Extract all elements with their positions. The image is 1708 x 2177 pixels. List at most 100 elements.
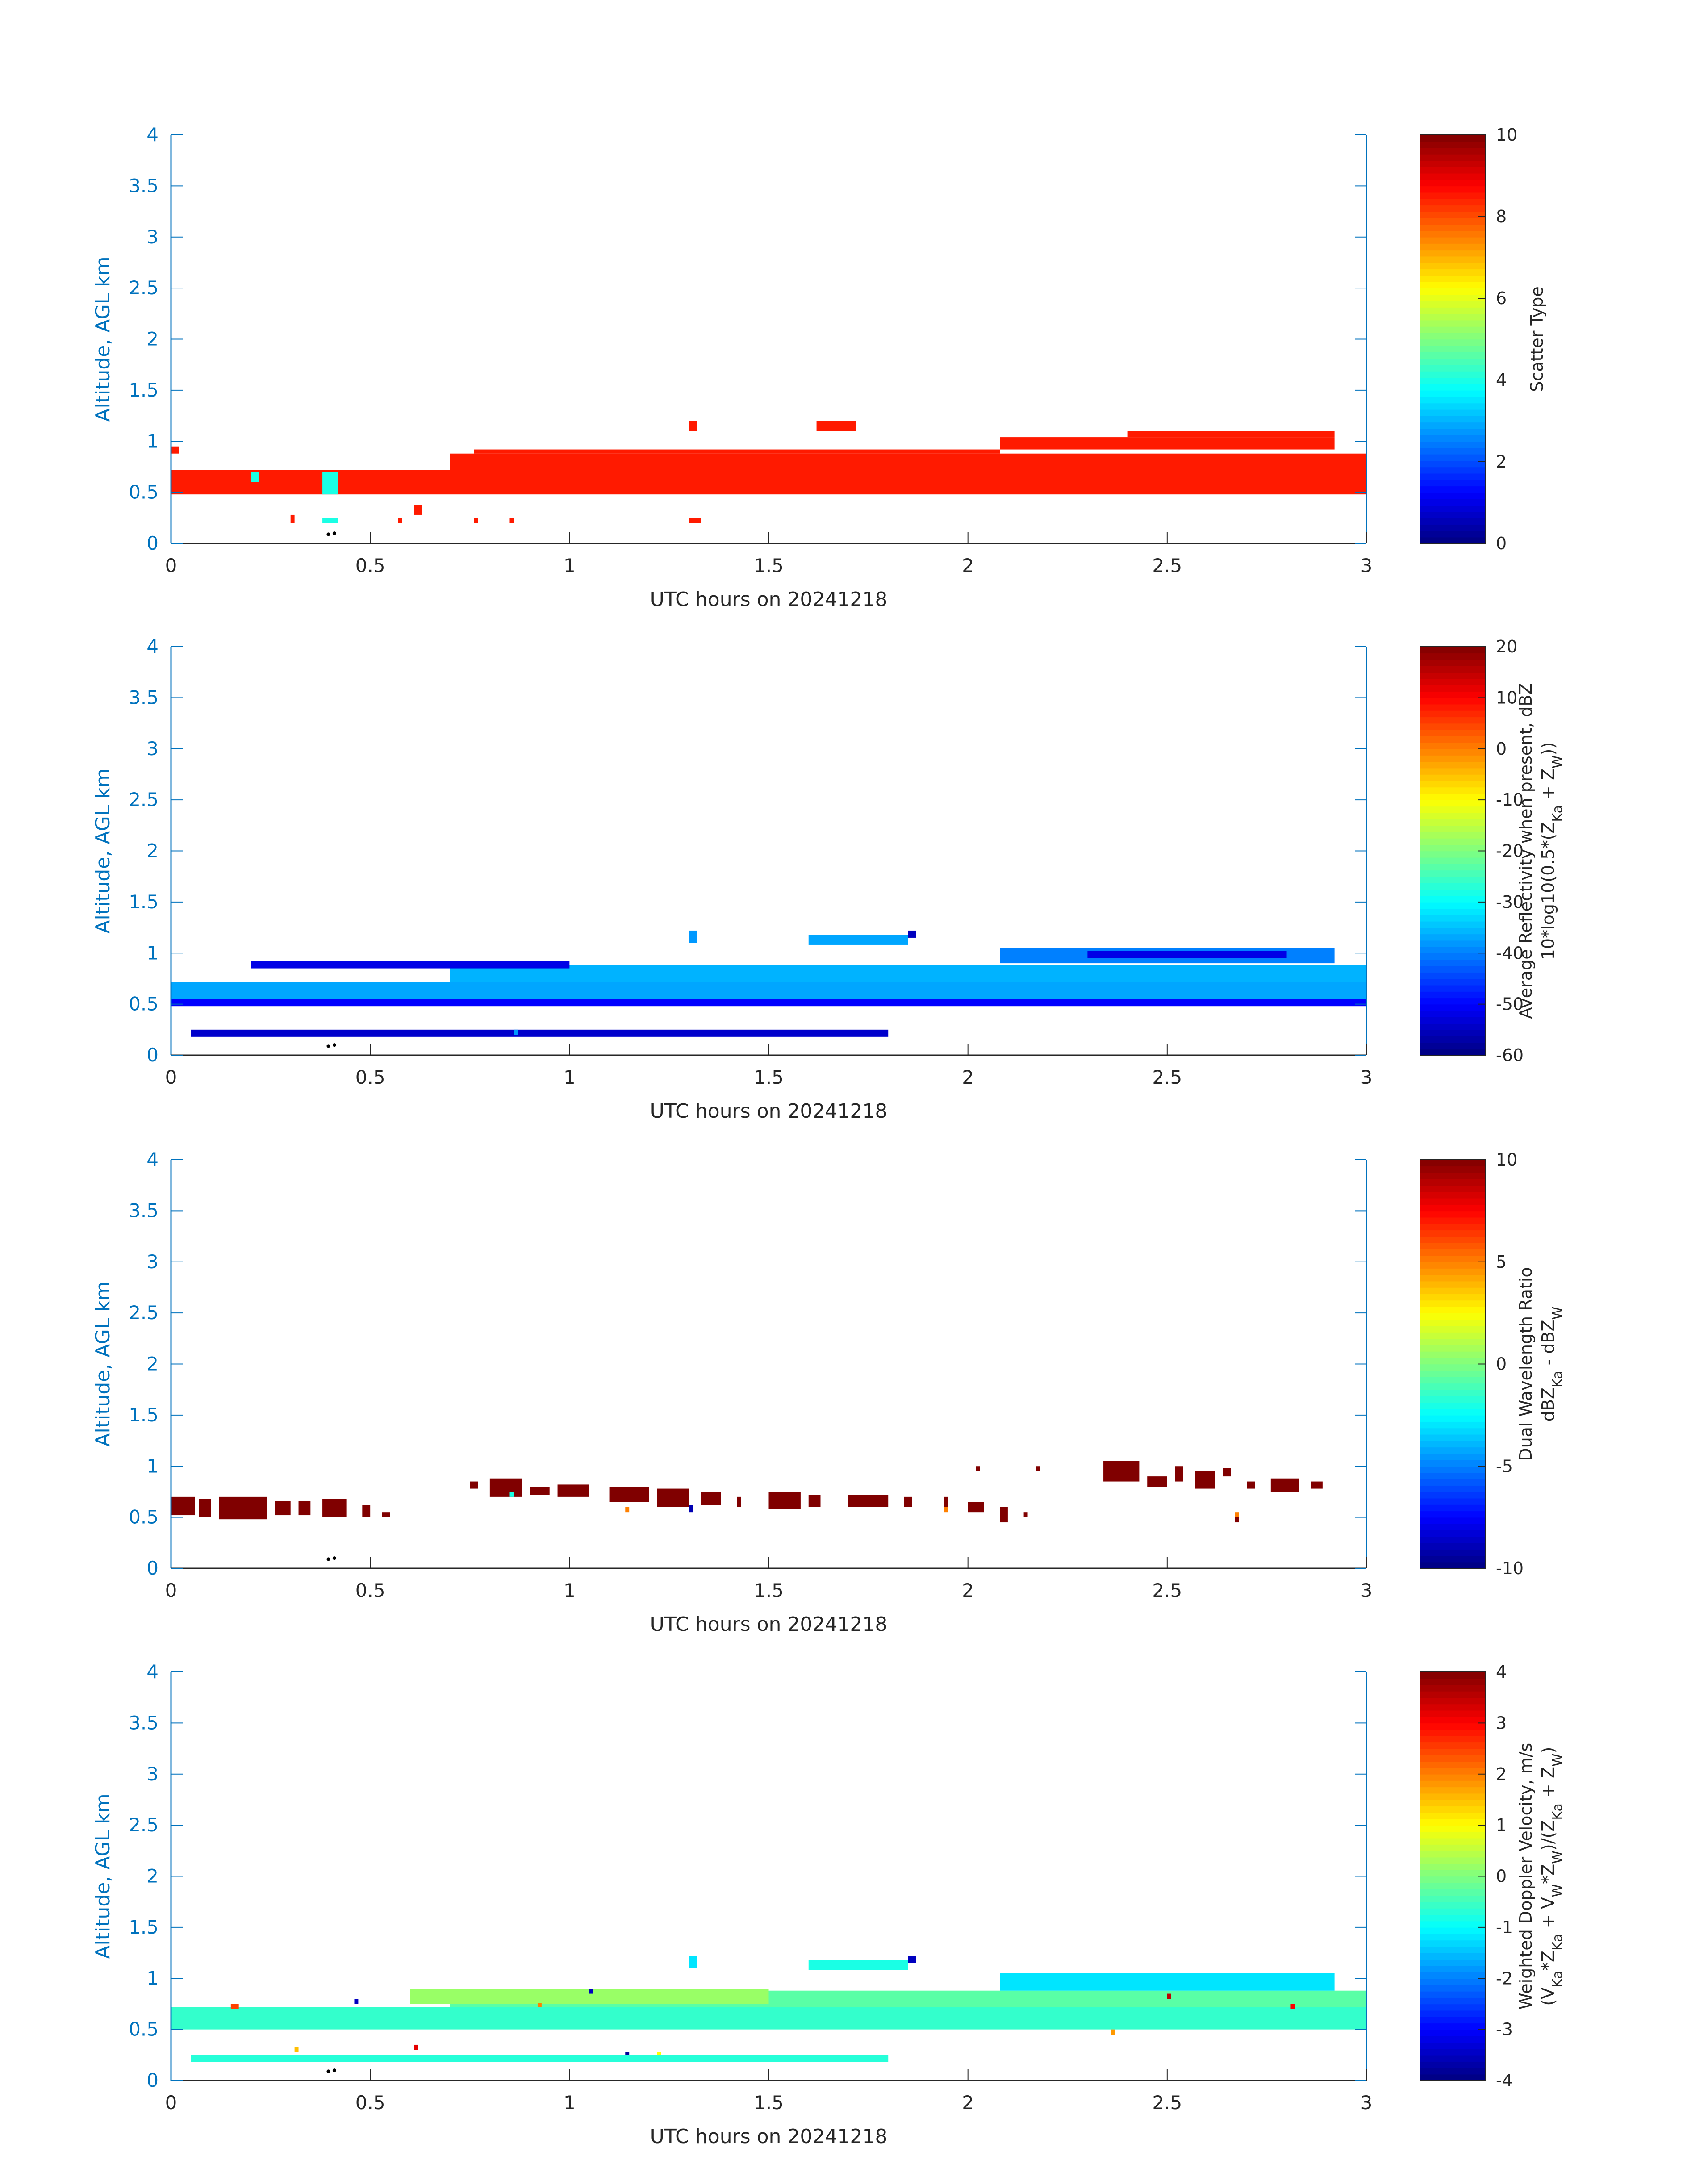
colorbar-swatch	[1420, 1383, 1485, 1390]
colorbar-swatch	[1420, 1255, 1485, 1262]
heatmap-cell	[1000, 1507, 1008, 1523]
colorbar-tick-label: 8	[1496, 207, 1507, 226]
data-dot	[326, 1044, 330, 1048]
colorbar-tick-label: -5	[1496, 1456, 1513, 1476]
heatmap-cell	[1195, 1471, 1215, 1489]
colorbar-swatch	[1420, 1946, 1485, 1953]
colorbar-label: Weighted Doppler Velocity, m/s	[1516, 1743, 1536, 2010]
colorbar-swatch	[1420, 748, 1485, 756]
colorbar-swatch	[1420, 1997, 1485, 2005]
colorbar-swatch	[1420, 2042, 1485, 2049]
colorbar-swatch	[1420, 256, 1485, 263]
colorbar-swatch	[1420, 1914, 1485, 1922]
colorbar-swatch	[1420, 1010, 1485, 1018]
colorbar-swatch	[1420, 1908, 1485, 1915]
y-tick-label: 4	[146, 124, 159, 146]
colorbar-tick-label: -20	[1496, 841, 1524, 861]
colorbar-swatch	[1420, 1479, 1485, 1486]
colorbar-swatch	[1420, 1704, 1485, 1711]
colorbar-swatch	[1420, 902, 1485, 909]
heatmap-cell	[450, 965, 1367, 982]
colorbar-swatch	[1420, 1294, 1485, 1301]
colorbar-swatch	[1420, 1799, 1485, 1807]
y-tick-label: 0	[146, 532, 159, 554]
colorbar-swatch	[1420, 237, 1485, 244]
heatmap-cell	[1127, 431, 1335, 438]
x-tick-label: 1.5	[754, 555, 784, 577]
colorbar-swatch	[1420, 1729, 1485, 1736]
heatmap-cell	[625, 2052, 630, 2055]
colorbar-swatch	[1420, 1191, 1485, 1199]
colorbar-swatch	[1420, 2061, 1485, 2068]
colorbar-swatch	[1420, 1511, 1485, 1518]
colorbar-swatch	[1420, 352, 1485, 359]
colorbar-swatch	[1420, 435, 1485, 442]
x-tick-label: 2	[962, 2092, 974, 2114]
colorbar-swatch	[1420, 844, 1485, 852]
panel-2: 0 0.5 1 1.5 2 2.5 3 3.5 4 0 0.5 1 1.5 2 2.5 3 UTC hours …	[92, 635, 1566, 1123]
colorbar-swatch	[1420, 313, 1485, 321]
colorbar-swatch	[1420, 339, 1485, 346]
heatmap-cell	[322, 472, 338, 495]
heatmap-cell	[1000, 1973, 1335, 1991]
colorbar-swatch	[1420, 2048, 1485, 2056]
colorbar-swatch	[1420, 1530, 1485, 1537]
colorbar-swatch	[1420, 416, 1485, 423]
heatmap-cell	[689, 930, 697, 943]
colorbar-swatch	[1420, 889, 1485, 896]
colorbar-swatch	[1420, 1735, 1485, 1743]
colorbar-swatch	[1420, 1345, 1485, 1352]
colorbar-swatch	[1420, 531, 1485, 538]
colorbar-swatch	[1420, 1768, 1485, 1775]
data-dot	[326, 532, 330, 536]
heatmap-cell	[1175, 1466, 1183, 1482]
colorbar-swatch	[1420, 882, 1485, 890]
x-tick-label: 3	[1361, 1579, 1373, 1601]
y-axis-label: Altitude, AGL km	[92, 1793, 114, 1959]
colorbar-swatch	[1420, 1049, 1485, 1056]
colorbar-swatch	[1420, 141, 1485, 148]
y-tick-label: 1	[146, 1967, 159, 1989]
colorbar-tick-label: 10	[1496, 125, 1517, 145]
colorbar-tick-label: -30	[1496, 892, 1524, 912]
colorbar-swatch	[1420, 864, 1485, 871]
colorbar-swatch	[1420, 326, 1485, 334]
colorbar-swatch	[1420, 1921, 1485, 1928]
colorbar-swatch	[1420, 1249, 1485, 1256]
colorbar-swatch	[1420, 1377, 1485, 1384]
colorbar-swatch	[1420, 371, 1485, 378]
data-dot	[326, 2069, 330, 2073]
colorbar-swatch	[1420, 2029, 1485, 2036]
colorbar-swatch	[1420, 480, 1485, 487]
heatmap-cell	[1167, 1993, 1171, 1999]
colorbar-swatch	[1420, 698, 1485, 705]
heatmap-cell	[1087, 951, 1287, 958]
colorbar-swatch	[1420, 1211, 1485, 1218]
heatmap-cell	[1235, 1512, 1239, 1517]
y-tick-label: 0.5	[129, 1506, 159, 1528]
x-tick-label: 1.5	[754, 1579, 784, 1601]
colorbar-swatch	[1420, 1723, 1485, 1730]
colorbar-swatch	[1420, 1755, 1485, 1762]
colorbar-swatch	[1420, 978, 1485, 986]
colorbar-swatch	[1420, 1351, 1485, 1358]
colorbar-swatch	[1420, 908, 1485, 915]
colorbar-swatch	[1420, 2023, 1485, 2030]
heatmap-cell	[530, 1487, 550, 1495]
heatmap-cell	[689, 1956, 697, 1968]
colorbar-swatch	[1420, 876, 1485, 883]
colorbar-swatch	[1420, 1023, 1485, 1030]
heatmap-cell	[1023, 1512, 1028, 1517]
colorbar-swatch	[1420, 647, 1485, 654]
heatmap-cell	[908, 930, 916, 938]
y-tick-label: 2.5	[129, 789, 159, 811]
colorbar-swatch	[1420, 217, 1485, 225]
colorbar-tick-label: 6	[1496, 288, 1507, 308]
colorbar-swatch	[1420, 710, 1485, 718]
colorbar-swatch	[1420, 691, 1485, 698]
y-tick-label: 2.5	[129, 277, 159, 299]
colorbar-swatch	[1420, 364, 1485, 372]
colorbar-swatch	[1420, 838, 1485, 845]
colorbar-tick-label: 3	[1496, 1713, 1507, 1733]
heatmap-cell	[944, 1496, 948, 1509]
